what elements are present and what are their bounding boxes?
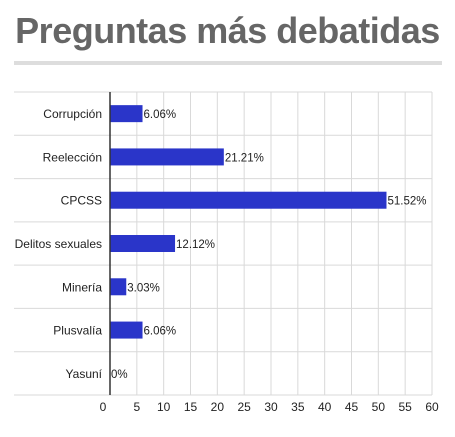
- value-label: 6.06%: [144, 326, 177, 338]
- x-tick-label: 10: [157, 400, 171, 414]
- bar: [110, 148, 224, 166]
- bar: [110, 105, 143, 123]
- chart-title: Preguntas más debatidas: [15, 10, 440, 51]
- title-divider: [14, 61, 442, 65]
- bar: [110, 191, 387, 209]
- category-label: Delitos sexuales: [15, 237, 102, 251]
- category-labels: Corrupción Reelección CPCSS Delitos sexuale…: [15, 107, 103, 381]
- x-tick-label: 55: [398, 400, 412, 414]
- x-tick-label: 40: [318, 400, 332, 414]
- x-tick-label: 45: [345, 400, 359, 414]
- x-tick-label: 30: [264, 400, 278, 414]
- value-label: 0%: [111, 369, 128, 381]
- category-label: Reelección: [43, 150, 102, 164]
- value-label: 51.52%: [387, 196, 426, 208]
- bar: [110, 235, 176, 252]
- x-tick-label: 5: [133, 400, 140, 414]
- category-label: CPCSS: [61, 194, 102, 208]
- category-label: Plusvalía: [53, 324, 102, 338]
- category-label: Minería: [62, 280, 102, 294]
- value-labels: 6.06% 21.21% 51.52% 12.12% 3.03% 6.06% 0%: [111, 109, 427, 381]
- x-tick-label: 0: [100, 400, 107, 414]
- x-tick-label: 50: [372, 400, 386, 414]
- value-label: 12.12%: [176, 239, 215, 251]
- value-label: 6.06%: [144, 109, 177, 121]
- x-tick-label: 20: [211, 400, 225, 414]
- category-label: Corrupción: [43, 107, 102, 121]
- bar: [110, 321, 143, 339]
- x-tick-label: 35: [291, 400, 305, 414]
- x-tick-labels: 0 5 10 15 20 25 30 35 40 45 50 55 60: [100, 400, 439, 414]
- value-label: 3.03%: [127, 282, 160, 294]
- x-tick-label: 15: [184, 400, 198, 414]
- x-tick-label: 60: [425, 400, 439, 414]
- bars: [110, 105, 387, 339]
- value-label: 21.21%: [225, 152, 264, 164]
- bar: [110, 278, 127, 296]
- gridlines: [14, 91, 433, 396]
- x-tick-label: 25: [237, 400, 251, 414]
- category-label: Yasuní: [66, 367, 103, 381]
